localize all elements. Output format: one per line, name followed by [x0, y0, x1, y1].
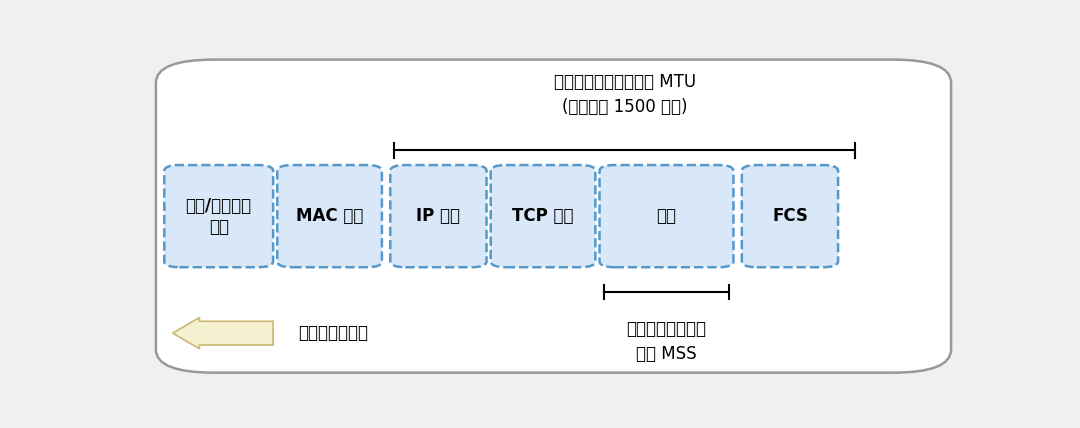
Text: 网络包传输方向: 网络包传输方向: [298, 324, 368, 342]
FancyBboxPatch shape: [742, 165, 838, 267]
Text: 数据: 数据: [657, 207, 676, 225]
FancyArrow shape: [173, 318, 273, 349]
FancyBboxPatch shape: [278, 165, 382, 267]
Text: TCP 头部: TCP 头部: [512, 207, 573, 225]
Text: MAC 头部: MAC 头部: [296, 207, 363, 225]
Text: FCS: FCS: [772, 207, 808, 225]
FancyBboxPatch shape: [599, 165, 733, 267]
FancyBboxPatch shape: [490, 165, 595, 267]
Text: 报头/起始帧分
解符: 报头/起始帧分 解符: [186, 197, 252, 235]
FancyBboxPatch shape: [390, 165, 486, 267]
FancyBboxPatch shape: [164, 165, 273, 267]
Text: 这部分的最大长度
就是 MSS: 这部分的最大长度 就是 MSS: [626, 320, 706, 363]
FancyBboxPatch shape: [156, 59, 951, 373]
Text: 这部分的最大长度就是 MTU
(以太网为 1500 字节): 这部分的最大长度就是 MTU (以太网为 1500 字节): [554, 73, 696, 116]
Text: IP 头部: IP 头部: [417, 207, 460, 225]
